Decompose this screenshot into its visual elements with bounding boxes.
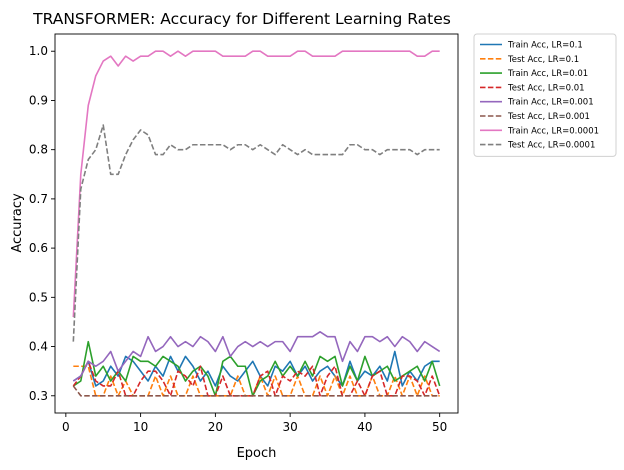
legend-label-4: Train Acc, LR=0.001 [507,98,594,108]
chart-title: TRANSFORMER: Accuracy for Different Lear… [32,10,451,28]
legend: Train Acc, LR=0.1 Test Acc, LR=0.1 Train A… [473,33,617,157]
y-tick-label-1: 0.4 [29,340,48,354]
x-axis: 0 10 20 30 40 50 [62,413,447,434]
legend-label-7: Test Acc, LR=0.0001 [507,141,595,151]
legend-frame [473,33,617,157]
x-tick-label-1: 10 [133,420,148,434]
x-axis-label: Epoch [237,446,277,461]
series-line-3 [72,360,441,397]
series-line-6 [72,50,440,318]
y-tick-label-0: 0.3 [29,389,48,403]
series-line-7 [72,124,440,342]
y-tick-label-6: 0.9 [29,93,48,107]
x-tick-label-5: 50 [432,420,447,434]
legend-label-2: Train Acc, LR=0.01 [507,69,588,79]
x-tick-label-3: 30 [283,420,298,434]
series-line-0 [72,350,440,387]
x-tick-label-4: 40 [357,420,372,434]
x-tick-label-2: 20 [208,420,223,434]
plot-frame [54,33,459,414]
y-tick-label-5: 0.8 [29,143,48,157]
y-tick-label-2: 0.5 [29,290,48,304]
y-tick-label-7: 1.0 [29,44,48,58]
legend-label-0: Train Acc, LR=0.1 [507,41,583,51]
legend-label-6: Train Acc, LR=0.0001 [507,126,599,136]
legend-label-3: Test Acc, LR=0.01 [507,83,585,93]
legend-label-1: Test Acc, LR=0.1 [507,55,579,65]
series-line-5 [72,385,440,397]
series-line-4 [72,330,441,382]
y-axis-label: Accuracy [10,193,25,253]
y-axis: 0.3 0.4 0.5 0.6 0.7 0.8 0.9 1.0 [29,44,55,403]
plot-area [54,33,459,414]
x-tick-label-0: 0 [62,420,70,434]
y-tick-label-3: 0.6 [29,241,48,255]
legend-label-5: Test Acc, LR=0.001 [507,112,590,122]
y-tick-label-4: 0.7 [29,192,48,206]
